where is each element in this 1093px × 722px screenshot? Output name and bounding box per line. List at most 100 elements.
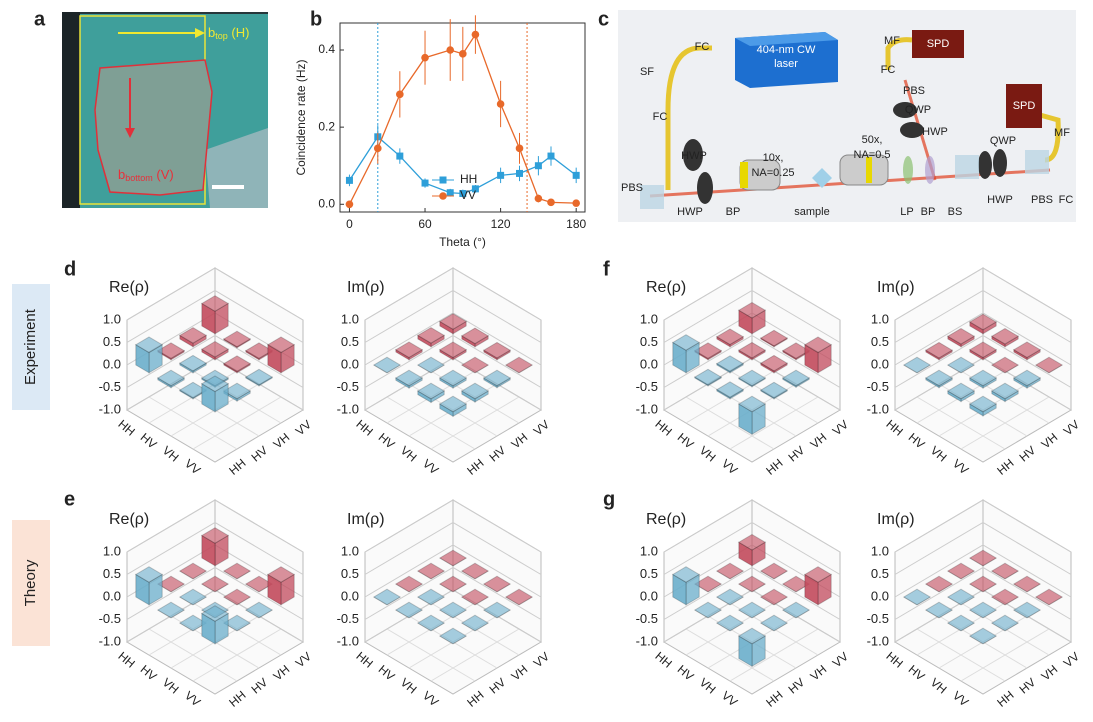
col-label: HH xyxy=(994,456,1016,478)
panel-label: a xyxy=(34,8,46,30)
legend-label: HH xyxy=(460,172,477,186)
setup-label: NA=0.5 xyxy=(854,149,891,161)
z-tick-label: 0.0 xyxy=(103,356,121,371)
figure: btop (H) bbottom (V) Experiment Theory a… xyxy=(0,0,1093,722)
row-label: VH xyxy=(928,675,950,696)
bar3d-plot: 1.00.50.0-0.5-1.0HHHVVHVVHHHVVHVVIm(ρ) xyxy=(867,500,1083,710)
z-tick-label: 0.5 xyxy=(640,566,658,581)
row-label: VH xyxy=(697,675,719,696)
plot-title: Re(ρ) xyxy=(109,511,149,528)
z-tick-label: -0.5 xyxy=(99,379,121,394)
marker xyxy=(447,189,454,196)
bar xyxy=(202,296,228,334)
row-label: VV xyxy=(182,456,203,477)
z-tick-label: 1.0 xyxy=(103,311,121,326)
setup-label: PBS xyxy=(1031,194,1053,206)
setup-label: FC xyxy=(881,64,896,76)
label-suffix: (H) xyxy=(228,25,250,40)
setup-label: HWP xyxy=(677,206,703,218)
col-label: VV xyxy=(1061,417,1082,438)
z-tick-label: 0.5 xyxy=(341,334,359,349)
label-sub: top xyxy=(215,31,228,41)
row-label: HH xyxy=(115,417,137,439)
legend-marker xyxy=(440,177,447,184)
col-label: VV xyxy=(531,417,552,438)
setup-label: 10x, xyxy=(763,152,784,164)
z-tick-label: 1.0 xyxy=(640,543,658,558)
x-tick-label: 60 xyxy=(418,217,432,231)
setup-label: PBS xyxy=(903,85,925,97)
z-tick-label: 1.0 xyxy=(640,311,658,326)
row-label: VV xyxy=(420,688,441,709)
bar3d-plot: 1.00.50.0-0.5-1.0HHHVVHVVHHHVVHVVRe(ρ) xyxy=(636,268,852,478)
y-tick-label: 0.0 xyxy=(318,196,335,210)
row-label: VH xyxy=(160,443,182,464)
col-label: HV xyxy=(786,443,808,464)
col-label: HV xyxy=(487,443,509,464)
col-label: VH xyxy=(1039,430,1061,451)
marker xyxy=(572,199,580,207)
z-tick-label: 1.0 xyxy=(341,311,359,326)
col-label: VV xyxy=(531,649,552,670)
marker xyxy=(346,177,353,184)
bar xyxy=(805,337,831,373)
row-title: Experiment xyxy=(22,308,39,385)
bar xyxy=(739,396,765,434)
row-label: HH xyxy=(652,417,674,439)
y-axis-label: Coincidence rate (Hz) xyxy=(294,59,308,175)
row-label: VH xyxy=(928,443,950,464)
row-label: VV xyxy=(950,688,971,709)
z-tick-label: 0.5 xyxy=(103,566,121,581)
plot-title: Re(ρ) xyxy=(109,279,149,296)
setup-label: BP xyxy=(726,206,741,218)
panel-label: c xyxy=(598,8,609,30)
marker xyxy=(396,153,403,160)
row-label: VV xyxy=(719,688,740,709)
col-label: HV xyxy=(487,675,509,696)
label-top: btop (H) xyxy=(208,25,249,41)
setup-label: sample xyxy=(794,206,829,218)
setup-drawing xyxy=(618,10,1076,222)
marker xyxy=(374,145,382,153)
setup-label: FC xyxy=(653,111,668,123)
setup-label: 50x, xyxy=(862,134,883,146)
row-label: HH xyxy=(652,649,674,671)
marker xyxy=(535,162,542,169)
panel-label: g xyxy=(603,488,615,510)
bar xyxy=(805,567,831,605)
row-label: HV xyxy=(906,430,928,451)
z-tick-label: 0.0 xyxy=(341,356,359,371)
bar xyxy=(673,567,699,605)
marker xyxy=(422,180,429,187)
col-label: VV xyxy=(293,649,314,670)
row-label: HV xyxy=(906,662,928,683)
x-tick-label: 180 xyxy=(566,217,586,231)
marker xyxy=(346,200,354,208)
plot-title: Re(ρ) xyxy=(646,511,686,528)
setup-label: SF xyxy=(640,66,654,78)
marker xyxy=(516,145,524,153)
setup-label: laser xyxy=(774,58,798,70)
z-tick-label: 0.0 xyxy=(640,356,658,371)
col-label: VV xyxy=(830,649,851,670)
row-label: HV xyxy=(675,430,697,451)
row-label: HH xyxy=(353,417,375,439)
z-tick-label: 0.0 xyxy=(871,356,889,371)
row-label: VH xyxy=(398,675,420,696)
marker xyxy=(497,172,504,179)
col-label: VH xyxy=(509,662,531,683)
y-tick-label: 0.2 xyxy=(318,119,335,133)
z-tick-label: 0.0 xyxy=(640,588,658,603)
row-label: VV xyxy=(719,456,740,477)
marker xyxy=(535,195,543,203)
setup-label: QWP xyxy=(905,104,931,116)
bar xyxy=(136,337,162,373)
bar xyxy=(202,528,228,566)
marker xyxy=(421,54,429,62)
x-tick-label: 0 xyxy=(346,217,353,231)
row-label: VH xyxy=(398,443,420,464)
bar xyxy=(136,567,162,605)
setup-label: SPD xyxy=(927,38,950,50)
col-label: HH xyxy=(763,688,785,710)
